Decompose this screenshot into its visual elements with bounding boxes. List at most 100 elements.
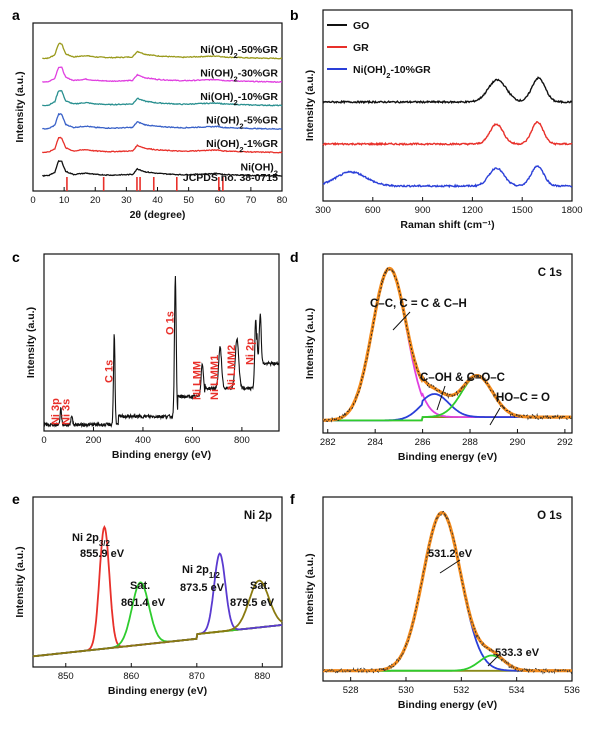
peak-annotation: Ni LMM [191, 361, 203, 400]
leader-line [436, 385, 446, 411]
component-label: C–C, C = C & C–H [370, 298, 467, 310]
subscript: 2 [234, 51, 238, 60]
series-label: Ni(OH)2-50%GR [200, 44, 278, 60]
component-peak [32, 524, 283, 658]
series-line [42, 160, 283, 178]
panel-letter-f: f [290, 491, 295, 507]
text-span: GR [353, 42, 369, 54]
panel-letter-b: b [290, 7, 299, 23]
x-tick-label: 1800 [561, 205, 582, 216]
series-line [41, 136, 283, 154]
legend-entry: GR [353, 42, 369, 54]
x-axis-label: Raman shift (cm⁻¹) [400, 219, 494, 231]
x-axis-label: 2θ (degree) [130, 209, 186, 221]
x-tick-label: 534 [509, 685, 525, 696]
peak-label: Ni 2p3/2 [72, 532, 110, 548]
text-span: -10%GR [390, 64, 431, 76]
peak-annotation: Ni 3s [61, 399, 73, 425]
series-line [322, 165, 573, 189]
x-tick-label: 800 [234, 435, 250, 446]
peak-annotation: O 1s [164, 311, 176, 335]
series-line [322, 76, 573, 105]
series-line [43, 275, 280, 429]
x-tick-label: 292 [557, 437, 573, 448]
text-span: Ni(OH) [353, 64, 386, 76]
x-tick-label: 70 [246, 195, 257, 206]
x-tick-label: 900 [415, 205, 431, 216]
peak-annotation: C 1s [103, 360, 115, 383]
text-span: -5%GR [244, 115, 279, 127]
x-axis-label: Binding energy (eV) [108, 685, 207, 697]
series-label: Ni(OH)2-10%GR [200, 91, 278, 107]
peak-annotation: Ni 2p [245, 338, 257, 365]
subscript: 2 [239, 145, 243, 154]
x-tick-label: 880 [254, 671, 270, 682]
text-span: Ni(OH) [206, 115, 239, 127]
x-tick-label: 50 [183, 195, 194, 206]
panel-title: O 1s [537, 510, 562, 522]
text-span: -1%GR [244, 138, 279, 150]
plot-frame [322, 9, 573, 202]
leader-line [439, 559, 461, 574]
text-span: GO [353, 20, 369, 32]
series-label: Ni(OH)2-5%GR [206, 115, 278, 131]
peak-value-label: 879.5 eV [230, 597, 275, 609]
x-tick-label: 20 [90, 195, 101, 206]
component-peak [32, 579, 283, 658]
peak-label: Sat. [250, 580, 270, 592]
text-span: Ni(OH) [241, 162, 274, 174]
text-span: 2p [86, 532, 99, 544]
panel-c-chart: 0 200 400 600 800 Binding energy (eV) Intensit… [25, 253, 280, 461]
x-tick-label: 530 [398, 685, 414, 696]
x-tick-label: 528 [343, 685, 359, 696]
panel-letter-d: d [290, 249, 299, 265]
x-tick-label: 850 [58, 671, 74, 682]
raw-data-line [322, 266, 572, 423]
series-line [322, 121, 573, 147]
x-tick-label: 40 [152, 195, 163, 206]
text-span: Ni(OH) [200, 68, 233, 80]
x-tick-label: 200 [86, 435, 102, 446]
x-tick-label: 60 [214, 195, 225, 206]
x-tick-label: 300 [315, 205, 331, 216]
x-tick-label: 532 [453, 685, 469, 696]
x-tick-label: 10 [59, 195, 70, 206]
x-tick-label: 288 [462, 437, 478, 448]
plot-frame [32, 496, 283, 668]
component-peak [32, 581, 283, 658]
x-tick-label: 536 [564, 685, 580, 696]
x-tick-label: 600 [365, 205, 381, 216]
subscript: 2 [234, 98, 238, 107]
panel-letter-c: c [12, 249, 20, 265]
peak-annotation: Ni LMM2 [226, 345, 238, 390]
series-line [42, 112, 283, 130]
series-label: Ni(OH)2-1%GR [206, 138, 278, 154]
peak-value-label: 873.5 eV [180, 582, 225, 594]
legend-entry: Ni(OH)2-10%GR [353, 64, 431, 80]
panel-e-chart: 850 860 870 880 Binding energy (eV) Intensity… [14, 496, 283, 697]
legend-entry: GO [353, 20, 369, 32]
subscript: 1/2 [209, 571, 221, 580]
series-line [42, 66, 283, 84]
peak-label: Ni 2p1/2 [182, 564, 220, 580]
peak-annotation: Ni 3p [50, 398, 62, 425]
x-tick-label: 0 [30, 195, 35, 206]
reference-label: JCPDS no. 38-0715 [183, 172, 278, 184]
leader-line [487, 655, 499, 667]
peak-value-label: 861.4 eV [121, 597, 166, 609]
x-tick-label: 870 [189, 671, 205, 682]
subscript: 2 [234, 74, 238, 83]
panel-a-chart: 0 10 20 30 40 50 60 70 80 2θ (degree) Intensity (a… [14, 22, 287, 221]
plot-frame [322, 496, 573, 682]
panel-b-chart: 300 600 900 1200 1500 1800 Raman shift (cm⁻¹) I… [304, 9, 583, 231]
text-span: Ni(OH) [200, 91, 233, 103]
x-tick-label: 286 [415, 437, 431, 448]
x-axis-label: Binding energy (eV) [112, 449, 211, 461]
y-axis-label: Intensity (a.u.) [304, 308, 316, 379]
y-axis-label: Intensity (a.u.) [25, 307, 37, 378]
x-tick-label: 282 [320, 437, 336, 448]
panel-letter-e: e [12, 491, 20, 507]
text-span: -50%GR [238, 44, 279, 56]
leader-line [392, 311, 411, 331]
peak-annotation: Ni LMM1 [209, 355, 221, 400]
